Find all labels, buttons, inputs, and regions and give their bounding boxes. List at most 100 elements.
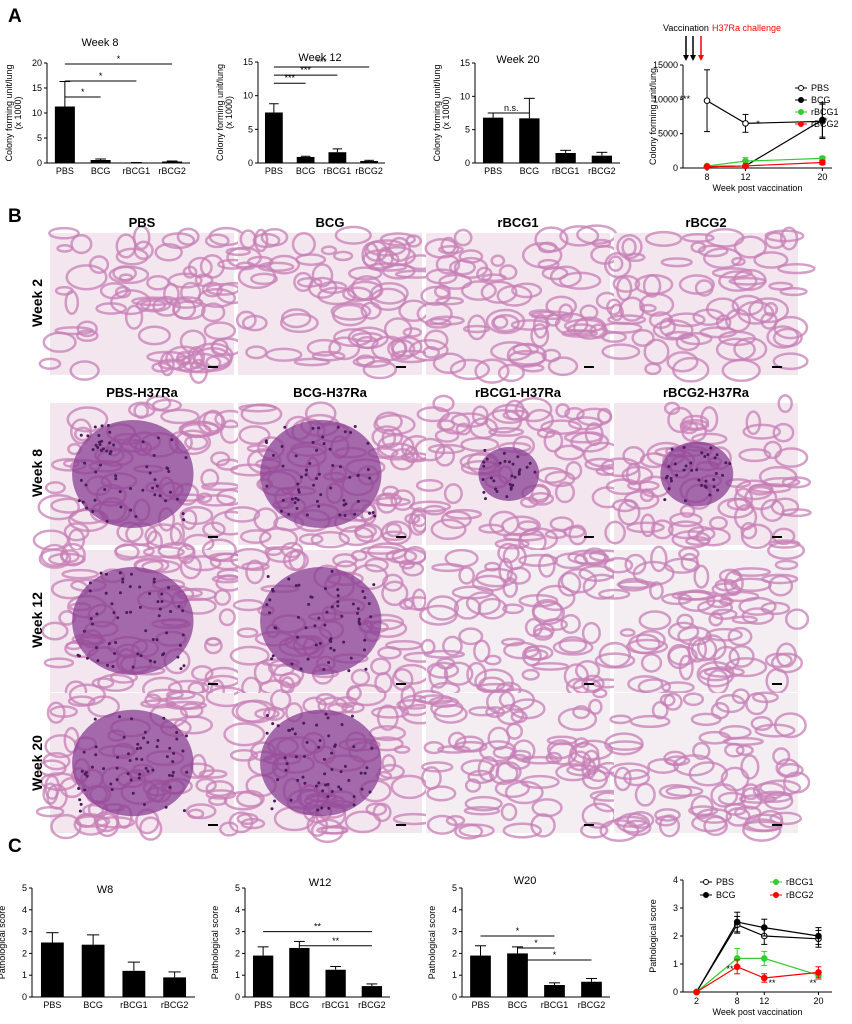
nucleus [129, 486, 133, 490]
tissue-septum [769, 811, 803, 826]
significance-label: * [117, 54, 121, 64]
nucleus [137, 776, 141, 780]
nucleus [356, 611, 360, 615]
nucleus [505, 495, 509, 499]
tissue-septum [240, 529, 272, 544]
tissue-septum [320, 245, 338, 256]
nucleus [695, 468, 699, 472]
tissue-septum [224, 506, 261, 523]
nucleus [94, 745, 98, 749]
tissue-septum [760, 498, 785, 523]
tissue-septum [490, 254, 506, 267]
y-tick-label: 2 [452, 948, 457, 958]
nucleus [184, 456, 188, 460]
tissue-septum [298, 533, 324, 546]
image-title: rBCG2 [685, 215, 726, 230]
nucleus [322, 667, 326, 671]
nucleus [356, 607, 360, 611]
nucleus [313, 624, 317, 628]
tissue-septum [485, 688, 516, 715]
nucleus [709, 446, 713, 450]
nucleus [296, 635, 300, 639]
x-tick-label: BCG [83, 1000, 103, 1010]
y-tick-label: 1 [235, 970, 240, 980]
tissue-septum [200, 468, 220, 489]
tissue-septum [733, 235, 767, 259]
tissue-septum [293, 357, 331, 367]
tissue-septum [497, 542, 520, 564]
significance-label: * [81, 87, 85, 97]
nucleus [301, 775, 305, 779]
panel-label: C [8, 836, 22, 857]
tissue-septum [381, 753, 397, 773]
nucleus [265, 603, 269, 607]
tissue-septum [451, 585, 494, 600]
tissue-septum [705, 297, 740, 321]
nucleus [360, 787, 364, 791]
bar [40, 942, 64, 997]
tissue-septum [431, 562, 465, 573]
y-axis-label: (x 1000) [13, 96, 23, 129]
nucleus [669, 476, 673, 480]
tissue-septum [782, 771, 811, 794]
tissue-septum [139, 816, 163, 841]
y-tick-label: 1 [452, 970, 457, 980]
tissue-septum [649, 581, 664, 601]
nucleus [365, 766, 369, 770]
y-tick-label: 3 [22, 927, 27, 937]
tissue-septum [131, 296, 174, 307]
nucleus [131, 665, 135, 669]
series-line [707, 119, 823, 168]
tissue-septum [347, 266, 383, 281]
nucleus [703, 484, 707, 488]
nucleus [343, 764, 347, 768]
point [760, 974, 768, 982]
tissue-septum [509, 749, 532, 761]
nucleus [353, 424, 357, 428]
nucleus [319, 493, 323, 497]
nucleus [706, 453, 710, 457]
histology-image [600, 226, 816, 383]
tissue-septum [592, 688, 608, 699]
tissue-septum [360, 545, 402, 555]
tissue-septum [465, 591, 501, 616]
tissue-septum [238, 403, 278, 413]
tissue-septum [498, 264, 518, 281]
nucleus [712, 478, 716, 482]
tissue-septum [306, 338, 342, 357]
tissue-septum [344, 810, 382, 834]
nucleus [111, 665, 115, 669]
nucleus [115, 766, 119, 770]
nucleus [101, 447, 105, 451]
tissue-septum [97, 673, 135, 692]
nucleus [338, 513, 342, 517]
tissue-septum [144, 693, 162, 707]
nucleus [94, 470, 98, 474]
tissue-septum [651, 700, 669, 720]
tissue-septum [401, 561, 425, 577]
nucleus [304, 473, 308, 477]
tissue-septum [492, 315, 509, 330]
nucleus [347, 669, 351, 673]
tissue-septum [740, 523, 773, 550]
histology-image [599, 688, 811, 843]
tissue-septum [658, 784, 693, 800]
tissue-septum [638, 610, 672, 631]
nucleus [90, 622, 94, 626]
y-tick-label: 5 [37, 133, 42, 143]
nucleus [138, 585, 142, 589]
tissue-septum [596, 407, 613, 424]
tissue-septum [338, 525, 375, 547]
nucleus [108, 441, 112, 445]
nucleus [323, 587, 327, 591]
nucleus [333, 745, 337, 749]
nucleus [349, 431, 353, 435]
nucleus [93, 717, 97, 721]
nucleus [297, 488, 301, 492]
x-tick-label: BCG [296, 166, 316, 176]
tissue-septum [715, 314, 732, 331]
tissue-septum [179, 554, 202, 580]
chart-title: Week 20 [496, 54, 539, 66]
tissue-septum [169, 522, 185, 547]
bar [591, 155, 613, 163]
